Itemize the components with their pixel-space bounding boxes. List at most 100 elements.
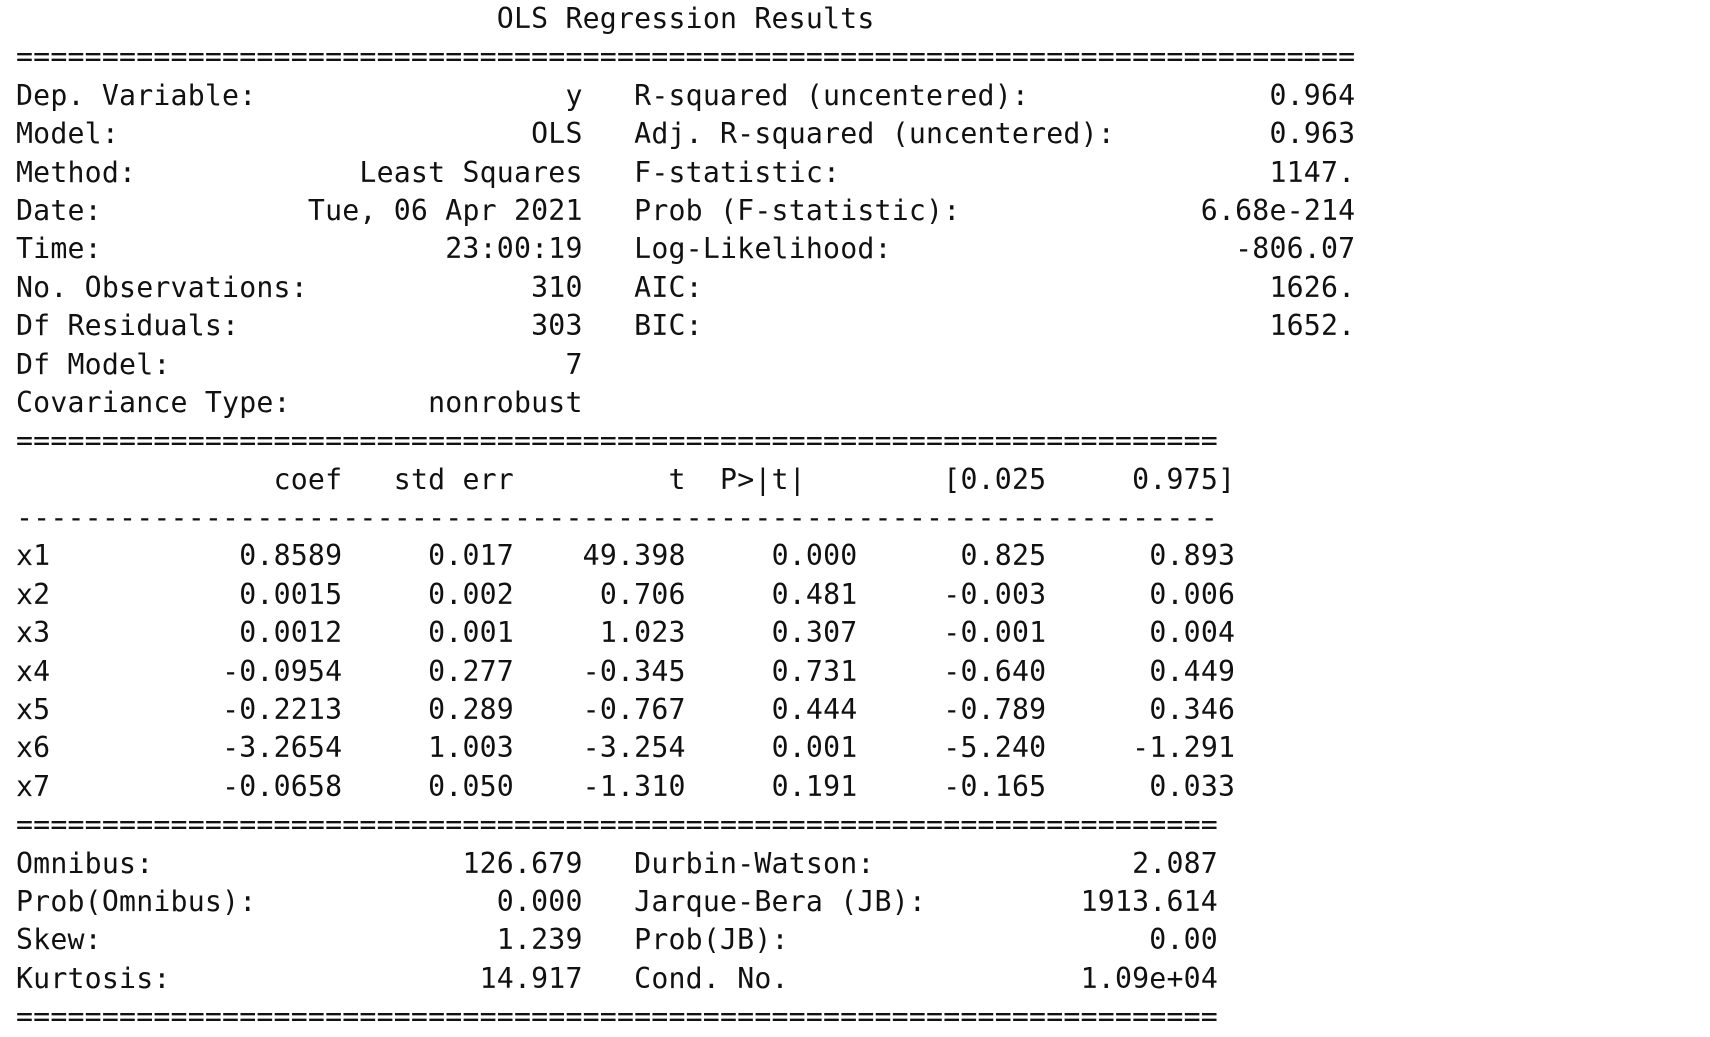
variable-name: x1 <box>16 539 51 573</box>
summary-label: Adj. R-squared (uncentered): <box>634 117 1115 151</box>
summary-value: 0.964 <box>1269 78 1356 112</box>
table-header: coef std err t P>|t| [0.025 0.975] <box>16 461 1355 499</box>
table-row: x6 -3.2654 1.003 -3.254 0.001 -5.240 -1.… <box>16 729 1355 767</box>
diagnostic-label: Prob(JB): <box>634 923 789 957</box>
rule-medium: ========================================… <box>16 998 1355 1036</box>
summary-value: 6.68e-214 <box>1200 193 1356 227</box>
table-cell: 0.706 <box>599 577 686 611</box>
diagnostic-row: Skew: 1.239 Prob(JB): 0.00 <box>16 921 1355 959</box>
summary-row: Df Residuals: 303 BIC: 1652. <box>16 307 1355 345</box>
table-cell: 0.002 <box>428 577 514 611</box>
summary-row: Covariance Type: nonrobust <box>16 384 1355 422</box>
summary-value: 310 <box>531 270 583 304</box>
table-cell: -1.310 <box>582 769 686 803</box>
rule-thin: ----------------------------------------… <box>16 499 1355 537</box>
summary-label: R-squared (uncentered): <box>634 78 1030 112</box>
column-header: [0.025 <box>943 462 1047 496</box>
table-cell: 0.033 <box>1149 769 1236 803</box>
table-cell: 0.017 <box>428 539 514 573</box>
summary-label: Df Model: <box>16 347 171 381</box>
summary-value: 1626. <box>1269 270 1356 304</box>
summary-value: nonrobust <box>428 385 583 419</box>
column-header: 0.975] <box>1132 462 1236 496</box>
table-cell: -0.345 <box>582 654 686 688</box>
table-cell: -0.767 <box>582 693 686 727</box>
table-cell: -0.003 <box>943 577 1047 611</box>
summary-label: Df Residuals: <box>16 309 240 343</box>
summary-label: Model: <box>16 117 120 151</box>
variable-name: x2 <box>16 577 51 611</box>
diagnostic-value: 1.239 <box>496 923 583 957</box>
table-cell: 0.307 <box>771 616 858 650</box>
summary-label: Prob (F-statistic): <box>634 193 961 227</box>
rule-medium: ========================================… <box>16 422 1355 460</box>
table-cell: 0.277 <box>428 654 514 688</box>
separator-double: ========================================… <box>16 1000 1218 1034</box>
summary-value: 23:00:19 <box>445 232 583 266</box>
diagnostic-label: Kurtosis: <box>16 961 171 995</box>
table-cell: 0.004 <box>1149 616 1236 650</box>
table-cell: 0.0015 <box>239 577 343 611</box>
diagnostic-label: Jarque-Bera (JB): <box>634 884 927 918</box>
summary-row: Method: Least Squares F-statistic: 1147. <box>16 154 1355 192</box>
summary-label: Dep. Variable: <box>16 78 257 112</box>
summary-label: F-statistic: <box>634 155 841 189</box>
table-cell: -0.789 <box>943 693 1047 727</box>
table-cell: 0.8589 <box>239 539 343 573</box>
table-cell: 0.006 <box>1149 577 1236 611</box>
variable-name: x5 <box>16 693 51 727</box>
table-row: x2 0.0015 0.002 0.706 0.481 -0.003 0.006 <box>16 576 1355 614</box>
summary-label: Date: <box>16 193 102 227</box>
summary-value: 303 <box>531 309 583 343</box>
table-cell: -5.240 <box>943 731 1047 765</box>
table-cell: 49.398 <box>582 539 686 573</box>
variable-name: x4 <box>16 654 51 688</box>
column-header: coef <box>273 462 343 496</box>
table-cell: 0.050 <box>428 769 514 803</box>
summary-label: AIC: <box>634 270 703 304</box>
summary-value: 1147. <box>1269 155 1356 189</box>
table-cell: 1.023 <box>599 616 686 650</box>
rule-medium: ========================================… <box>16 806 1355 844</box>
column-header: t <box>668 462 686 496</box>
variable-name: x7 <box>16 769 51 803</box>
summary-value: Least Squares <box>359 155 583 189</box>
table-cell: 0.001 <box>428 616 514 650</box>
diagnostic-label: Omnibus: <box>16 846 154 880</box>
diagnostic-value: 1.09e+04 <box>1080 961 1218 995</box>
diagnostic-label: Cond. No. <box>634 961 789 995</box>
table-cell: 0.731 <box>771 654 858 688</box>
table-row: x5 -0.2213 0.289 -0.767 0.444 -0.789 0.3… <box>16 691 1355 729</box>
summary-value: Tue, 06 Apr 2021 <box>307 193 583 227</box>
table-cell: 0.481 <box>771 577 858 611</box>
table-cell: 0.449 <box>1149 654 1236 688</box>
summary-row: Time: 23:00:19 Log-Likelihood: -806.07 <box>16 230 1355 268</box>
summary-value: 7 <box>565 347 583 381</box>
table-cell: 0.893 <box>1149 539 1236 573</box>
column-header: P>|t| <box>720 462 806 496</box>
variable-name: x3 <box>16 616 51 650</box>
rule-wide: ========================================… <box>16 38 1355 76</box>
summary-row: Dep. Variable: y R-squared (uncentered):… <box>16 77 1355 115</box>
regression-summary: OLS Regression Results ==================… <box>16 0 1355 1037</box>
diagnostic-row: Prob(Omnibus): 0.000 Jarque-Bera (JB): 1… <box>16 883 1355 921</box>
variable-name: x6 <box>16 731 51 765</box>
separator-double: ========================================… <box>16 40 1356 74</box>
title-line: OLS Regression Results <box>16 0 1355 38</box>
diagnostic-label: Prob(Omnibus): <box>16 884 257 918</box>
diagnostic-value: 1913.614 <box>1080 884 1218 918</box>
summary-value: OLS <box>531 117 583 151</box>
diagnostic-row: Kurtosis: 14.917 Cond. No. 1.09e+04 <box>16 960 1355 998</box>
diagnostic-label: Skew: <box>16 923 102 957</box>
table-cell: -3.2654 <box>222 731 343 765</box>
diagnostic-value: 14.917 <box>479 961 583 995</box>
table-cell: 0.0012 <box>239 616 343 650</box>
summary-label: No. Observations: <box>16 270 308 304</box>
table-row: x1 0.8589 0.017 49.398 0.000 0.825 0.893 <box>16 537 1355 575</box>
column-header: std err <box>393 462 514 496</box>
table-cell: -0.2213 <box>222 693 343 727</box>
summary-row: No. Observations: 310 AIC: 1626. <box>16 269 1355 307</box>
table-cell: -0.001 <box>943 616 1047 650</box>
separator-double: ========================================… <box>16 808 1218 842</box>
diagnostic-row: Omnibus: 126.679 Durbin-Watson: 2.087 <box>16 845 1355 883</box>
